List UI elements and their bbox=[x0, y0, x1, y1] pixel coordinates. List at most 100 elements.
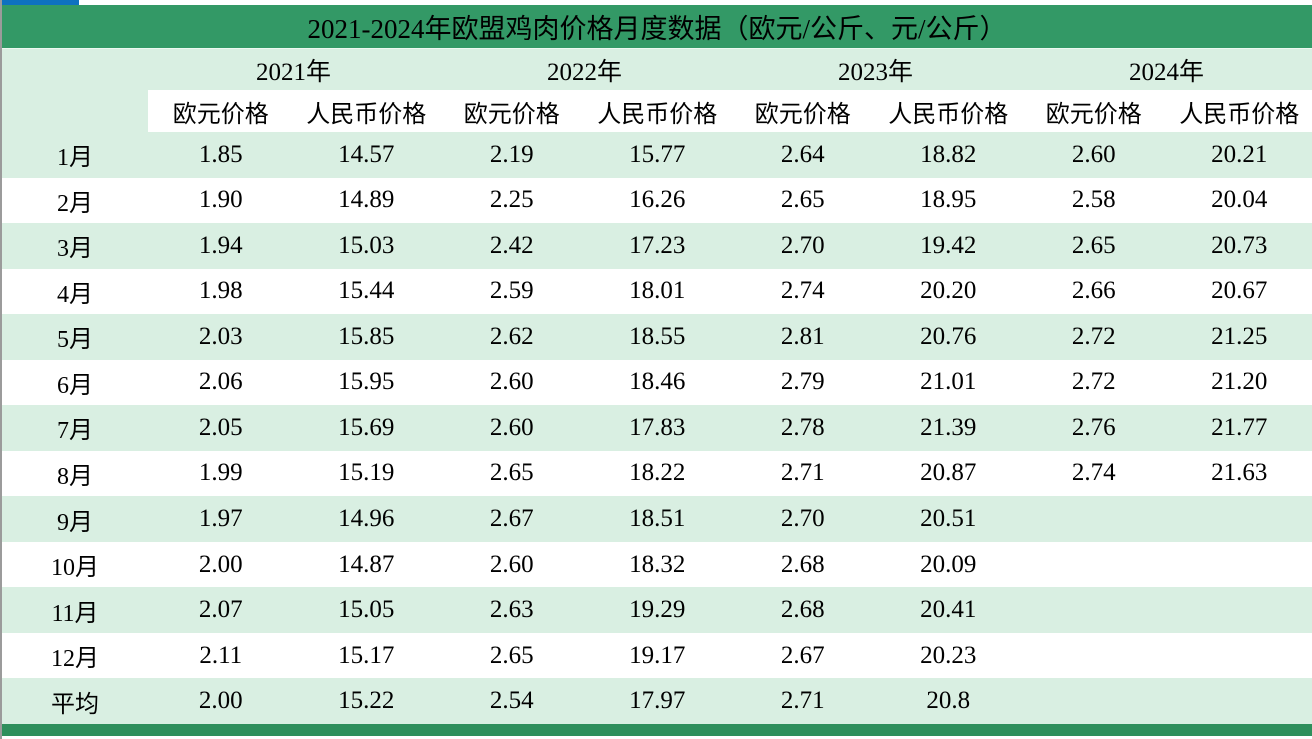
subheader-rmb-2024: 人民币价格 bbox=[1179, 101, 1300, 128]
cell-value: 1.98 bbox=[198, 277, 243, 305]
cell-value: 2.70 bbox=[780, 231, 825, 259]
year-header-2021: 2021年 bbox=[255, 58, 331, 86]
cell-value: 18.01 bbox=[629, 277, 686, 305]
year-row-spacer bbox=[2, 49, 148, 90]
cell-value: 2.65 bbox=[489, 459, 534, 487]
cell-value: 15.44 bbox=[338, 277, 395, 305]
cell-value: 2.71 bbox=[780, 687, 825, 715]
cell-value: 17.23 bbox=[629, 231, 686, 259]
cell-value: 20.23 bbox=[920, 641, 977, 669]
row-label: 9月 bbox=[57, 509, 93, 536]
table-row: 10月 2.00 14.87 2.60 18.32 2.68 20.09 bbox=[2, 541, 1312, 588]
cell-value: 14.57 bbox=[338, 140, 395, 168]
cell-value: 15.69 bbox=[338, 413, 395, 441]
cell-value: 21.39 bbox=[920, 413, 977, 441]
cell-value bbox=[1167, 587, 1312, 633]
cell-value bbox=[1021, 542, 1167, 588]
cell-value: 18.82 bbox=[920, 140, 977, 168]
subheader-euro-2021: 欧元价格 bbox=[172, 101, 269, 128]
cell-value bbox=[1167, 496, 1312, 542]
cell-value: 20.76 bbox=[920, 322, 977, 350]
table-body: 1月 1.85 14.57 2.19 15.77 2.64 18.82 2.60 20.21 2月… bbox=[2, 132, 1312, 724]
cell-value: 2.60 bbox=[489, 413, 534, 441]
cell-value: 2.65 bbox=[780, 186, 825, 214]
cell-value: 2.54 bbox=[489, 687, 534, 715]
row-label: 6月 bbox=[57, 372, 93, 399]
cell-value bbox=[1021, 678, 1167, 724]
cell-value: 2.65 bbox=[489, 641, 534, 669]
table-row: 5月 2.03 15.85 2.62 18.55 2.81 20.76 2.72 21.25 bbox=[2, 314, 1312, 360]
cell-value: 2.67 bbox=[489, 505, 534, 533]
cell-value: 1.85 bbox=[198, 140, 243, 168]
cell-value: 20.8 bbox=[926, 687, 971, 715]
row-label: 12月 bbox=[51, 646, 99, 673]
row-label: 5月 bbox=[57, 327, 93, 354]
cell-value: 20.21 bbox=[1211, 140, 1268, 168]
cell-value: 20.51 bbox=[920, 505, 977, 533]
cell-value: 2.76 bbox=[1071, 413, 1116, 441]
cell-value: 1.97 bbox=[198, 505, 243, 533]
cell-value: 16.26 bbox=[629, 186, 686, 214]
cell-value: 2.68 bbox=[780, 550, 825, 578]
cell-value: 2.19 bbox=[489, 140, 534, 168]
cell-value: 2.71 bbox=[780, 459, 825, 487]
subheader-euro-2023: 欧元价格 bbox=[754, 101, 851, 128]
row-label: 平均 bbox=[51, 691, 99, 718]
cell-value: 2.72 bbox=[1071, 322, 1116, 350]
subheader-euro-2024: 欧元价格 bbox=[1045, 101, 1142, 128]
cell-value: 2.67 bbox=[780, 641, 825, 669]
year-header-2024: 2024年 bbox=[1128, 58, 1204, 86]
cell-value: 15.19 bbox=[338, 459, 395, 487]
row-label: 7月 bbox=[57, 418, 93, 445]
row-label: 2月 bbox=[57, 190, 93, 217]
cell-value: 15.17 bbox=[338, 641, 395, 669]
cell-value: 2.05 bbox=[198, 413, 243, 441]
cell-value: 15.85 bbox=[338, 322, 395, 350]
subheader-rmb-2023: 人民币价格 bbox=[888, 101, 1009, 128]
cell-value: 21.01 bbox=[920, 368, 977, 396]
cell-value: 15.77 bbox=[629, 140, 686, 168]
subheader-rmb-2022: 人民币价格 bbox=[597, 101, 718, 128]
blue-accent-bar bbox=[2, 0, 79, 5]
cell-value: 21.20 bbox=[1211, 368, 1268, 396]
cell-value: 2.68 bbox=[780, 596, 825, 624]
bottom-bar bbox=[2, 724, 1312, 736]
cell-value: 18.55 bbox=[629, 322, 686, 350]
cell-value: 2.60 bbox=[489, 368, 534, 396]
cell-value: 14.96 bbox=[338, 505, 395, 533]
cell-value: 20.20 bbox=[920, 277, 977, 305]
row-label: 4月 bbox=[57, 281, 93, 308]
cell-value: 2.66 bbox=[1071, 277, 1116, 305]
cell-value: 2.58 bbox=[1071, 186, 1116, 214]
cell-value: 15.03 bbox=[338, 231, 395, 259]
table-row: 2月 1.90 14.89 2.25 16.26 2.65 18.95 2.58 20.04 bbox=[2, 177, 1312, 224]
cell-value: 2.74 bbox=[780, 277, 825, 305]
cell-value: 20.73 bbox=[1211, 231, 1268, 259]
cell-value: 2.00 bbox=[198, 687, 243, 715]
row-label: 1月 bbox=[57, 145, 93, 172]
cell-value: 18.51 bbox=[629, 505, 686, 533]
cell-value: 2.11 bbox=[199, 641, 243, 669]
cell-value bbox=[1021, 587, 1167, 633]
year-header-2023: 2023年 bbox=[837, 58, 913, 86]
table-row: 4月 1.98 15.44 2.59 18.01 2.74 20.20 2.66 20.67 bbox=[2, 268, 1312, 315]
top-strip bbox=[2, 0, 1312, 5]
cell-value: 21.63 bbox=[1211, 459, 1268, 487]
table-row: 8月 1.99 15.19 2.65 18.22 2.71 20.87 2.74 21.63 bbox=[2, 450, 1312, 497]
cell-value: 14.87 bbox=[338, 550, 395, 578]
cell-value: 15.95 bbox=[338, 368, 395, 396]
row-label: 8月 bbox=[57, 463, 93, 490]
cell-value: 20.04 bbox=[1211, 186, 1268, 214]
cell-value: 18.46 bbox=[629, 368, 686, 396]
cell-value: 2.07 bbox=[198, 596, 243, 624]
cell-value: 2.70 bbox=[780, 505, 825, 533]
table-row: 平均 2.00 15.22 2.54 17.97 2.71 20.8 bbox=[2, 678, 1312, 724]
subheader-euro-2022: 欧元价格 bbox=[463, 101, 560, 128]
cell-value: 17.97 bbox=[629, 687, 686, 715]
cell-value: 14.89 bbox=[338, 186, 395, 214]
cell-value: 2.60 bbox=[489, 550, 534, 578]
cell-value: 2.74 bbox=[1071, 459, 1116, 487]
cell-value: 19.42 bbox=[920, 231, 977, 259]
row-label: 3月 bbox=[57, 236, 93, 263]
cell-value: 2.79 bbox=[780, 368, 825, 396]
